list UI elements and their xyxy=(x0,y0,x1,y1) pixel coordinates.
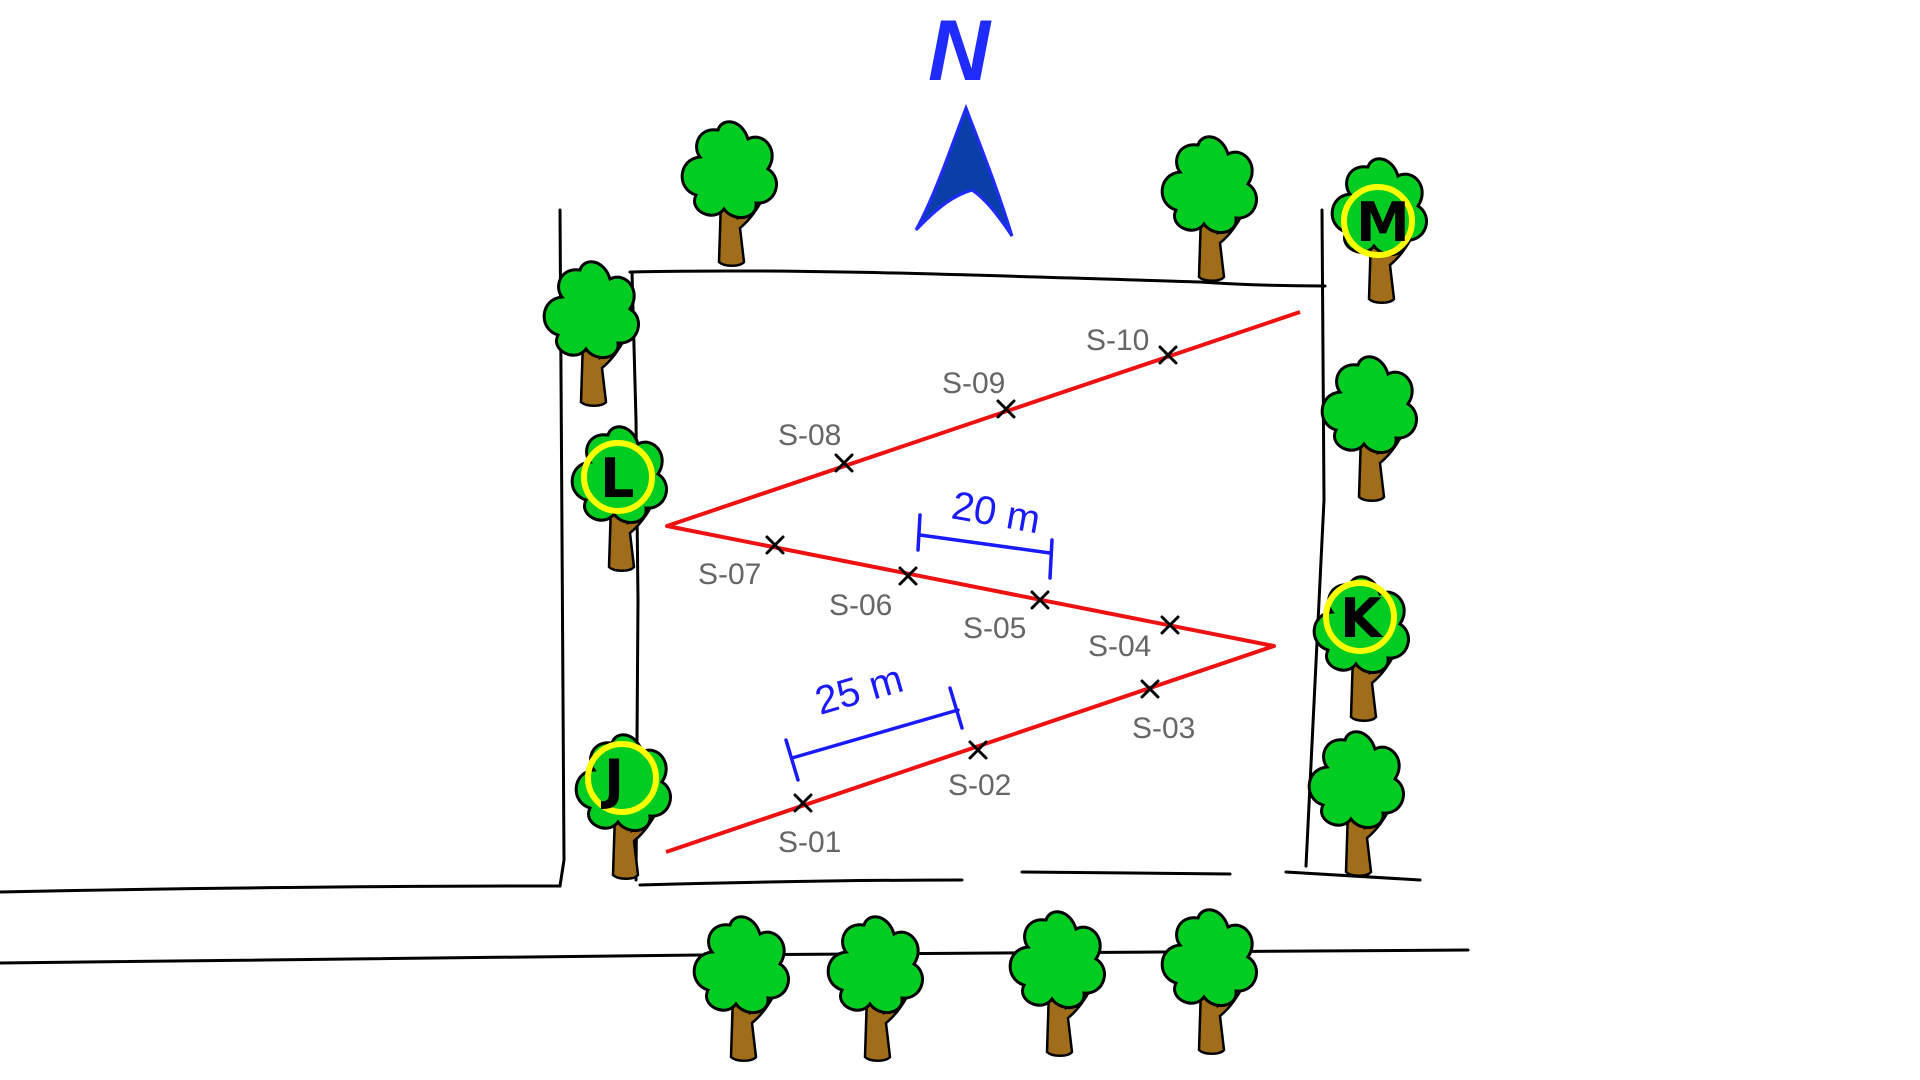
station-mark xyxy=(898,566,918,586)
station-label: S-03 xyxy=(1132,712,1195,745)
marker-label-j: J xyxy=(600,748,624,811)
marker-label-m: M xyxy=(1356,191,1410,254)
scale-bar-20 xyxy=(916,513,1054,580)
station-label: S-08 xyxy=(778,419,841,452)
station-mark xyxy=(834,453,854,473)
station-label: S-06 xyxy=(829,589,892,622)
north-arrow-icon xyxy=(914,103,1014,237)
north-arrow: N xyxy=(914,3,1014,237)
marker-ring xyxy=(1341,184,1415,258)
station-mark xyxy=(1030,590,1050,610)
tree-icon xyxy=(542,260,641,408)
station-mark xyxy=(793,793,813,813)
traverse-path xyxy=(665,310,1301,854)
marker-label-l: L xyxy=(600,447,634,510)
station-mark xyxy=(1140,679,1160,699)
station-mark xyxy=(996,399,1016,419)
marker-ring xyxy=(585,741,659,815)
station-mark xyxy=(1158,345,1178,365)
scale-label-20: 20 m xyxy=(948,484,1043,543)
marker-j: J xyxy=(574,733,673,881)
scale-label-25: 25 m xyxy=(810,657,908,724)
tree-icon xyxy=(826,915,925,1063)
station-marks xyxy=(765,345,1180,813)
station-label: S-02 xyxy=(948,769,1011,802)
tree-icon xyxy=(1008,910,1107,1058)
trees xyxy=(542,120,1419,1063)
north-label: N xyxy=(928,3,992,99)
tree-icon xyxy=(1160,135,1259,283)
marker-m: M xyxy=(1330,157,1429,305)
marker-ring xyxy=(1323,580,1397,654)
tree-icon xyxy=(1307,730,1406,878)
station-labels: S-01 S-02 S-03 S-04 S-05 S-06 S-07 S-08 … xyxy=(698,324,1195,859)
marker-k: K xyxy=(1312,575,1411,723)
station-label: S-01 xyxy=(778,826,841,859)
marker-label-k: K xyxy=(1340,587,1384,650)
marker-ring xyxy=(581,440,655,514)
station-label: S-04 xyxy=(1088,630,1151,663)
tree-icon xyxy=(1320,355,1419,503)
tree-icon xyxy=(1160,908,1259,1056)
marker-l: L xyxy=(570,425,669,573)
scale-bar-25 xyxy=(784,686,964,782)
tree-icon xyxy=(692,915,791,1063)
station-mark xyxy=(968,740,988,760)
station-label: S-07 xyxy=(698,558,761,591)
station-label: S-09 xyxy=(942,367,1005,400)
station-label: S-10 xyxy=(1086,324,1149,357)
station-mark xyxy=(1160,615,1180,635)
station-mark xyxy=(765,535,785,555)
station-label: S-05 xyxy=(963,612,1026,645)
tree-icon xyxy=(680,120,779,268)
